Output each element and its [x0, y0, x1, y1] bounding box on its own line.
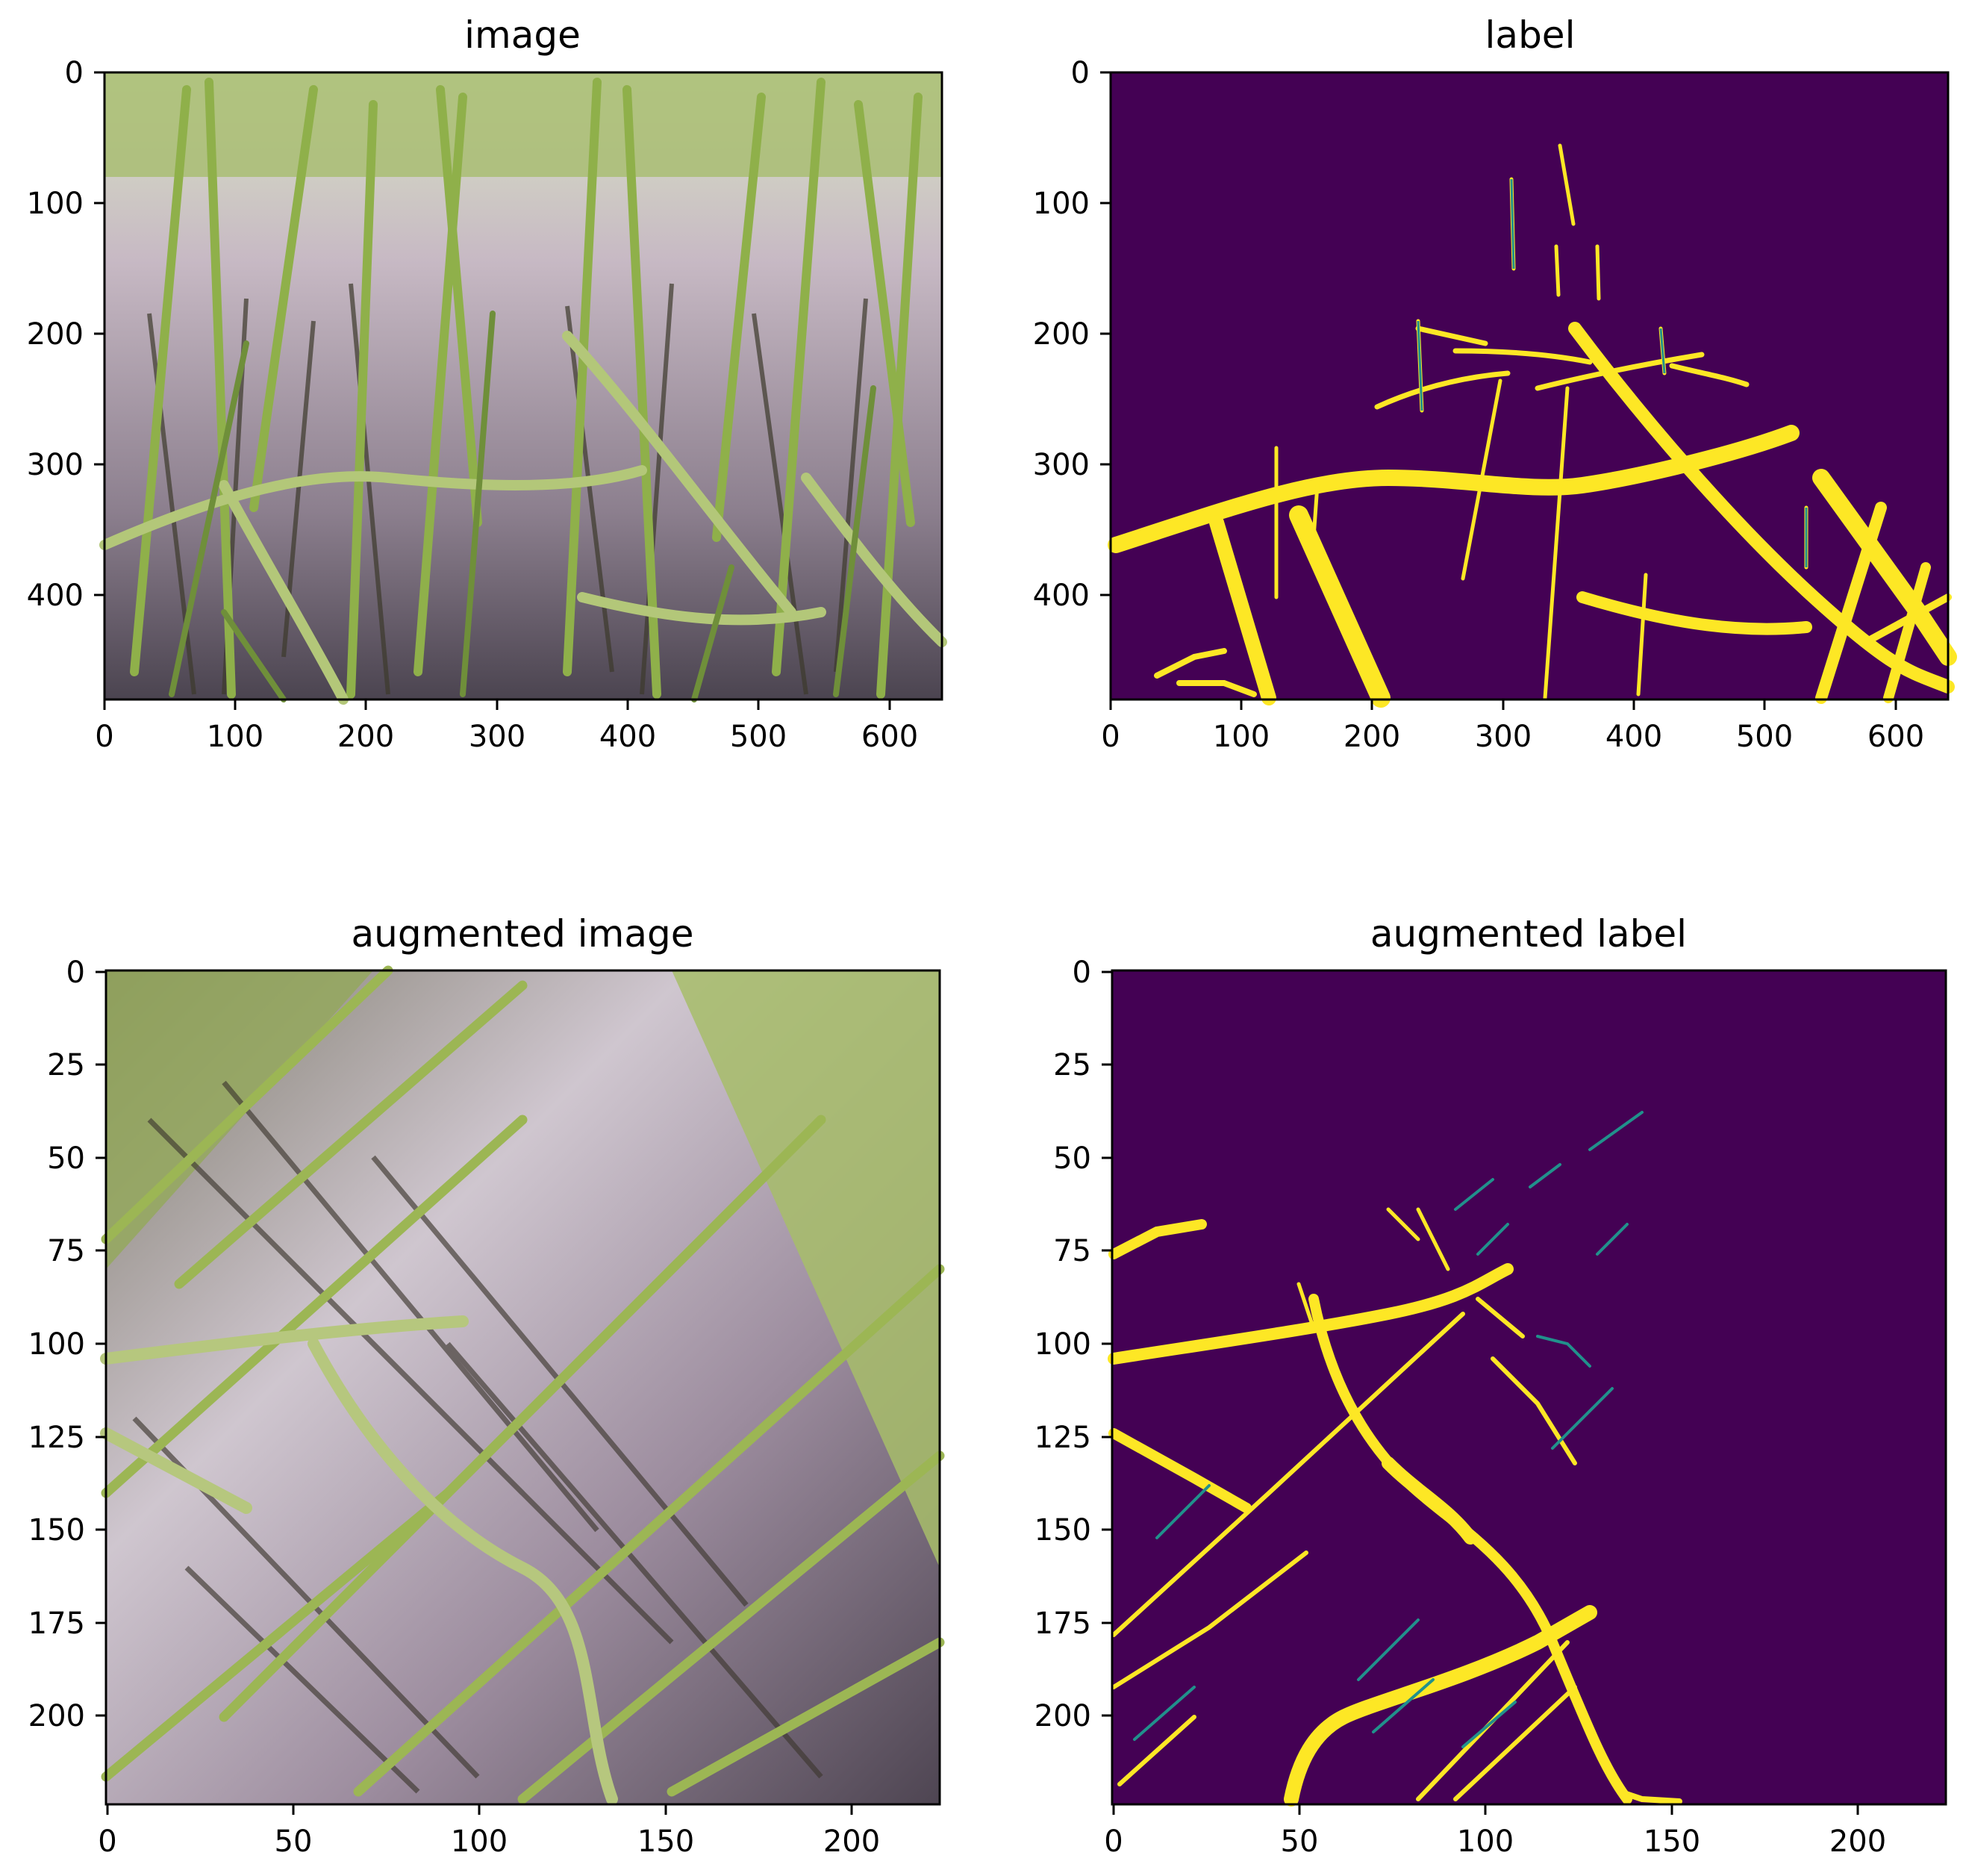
y-axis-image: 0 100 200 300 400	[27, 56, 104, 613]
x-tick-label: 400	[599, 720, 656, 754]
axes-frame-label	[1109, 71, 1950, 701]
y-tick-label: 25	[1053, 1048, 1091, 1082]
x-tick-label: 100	[1457, 1824, 1514, 1859]
x-axis-image: 0 100 200 300 400 500 600	[95, 699, 918, 754]
x-axis-augmented-image: 0 50 100 150 200	[98, 1804, 880, 1859]
panel-title-label: label	[1485, 13, 1576, 57]
x-tick-label: 150	[637, 1824, 694, 1859]
x-tick-label: 200	[823, 1824, 880, 1859]
x-tick-label: 150	[1644, 1824, 1700, 1859]
y-tick-label: 50	[47, 1141, 85, 1176]
y-tick-label: 0	[66, 956, 85, 990]
x-tick-label: 500	[730, 720, 787, 754]
y-tick-label: 75	[47, 1234, 85, 1268]
y-tick-label: 150	[1034, 1513, 1091, 1548]
photo-augmented-image	[100, 965, 945, 1805]
axes-frame-augmented-label	[1111, 969, 1947, 1806]
x-tick-label: 50	[1281, 1824, 1319, 1859]
y-axis-label: 0 100 200 300 400	[1033, 56, 1111, 613]
y-tick-label: 200	[27, 317, 84, 352]
x-tick-label: 50	[275, 1824, 313, 1859]
y-tick-label: 25	[47, 1048, 85, 1082]
y-axis-augmented-image: 0 25 50 75 100 125 150 175 200	[28, 956, 106, 1733]
y-tick-label: 100	[1033, 187, 1090, 221]
y-tick-label: 100	[1034, 1327, 1091, 1362]
x-tick-label: 300	[469, 720, 525, 754]
mask-label	[1108, 72, 1957, 708]
panel-title-augmented-label: augmented label	[1370, 912, 1687, 956]
y-tick-label: 150	[28, 1513, 85, 1548]
y-tick-label: 400	[27, 579, 84, 613]
y-axis-augmented-label: 0 25 50 75 100 125 150 175 200	[1034, 956, 1112, 1733]
x-tick-label: 200	[337, 720, 394, 754]
y-tick-label: 200	[1033, 317, 1090, 352]
photo-image	[99, 72, 947, 705]
x-tick-label: 600	[861, 720, 918, 754]
x-tick-label: 0	[1101, 720, 1120, 754]
panel-augmented-label: augmented label	[1034, 912, 1947, 1859]
y-tick-label: 0	[65, 56, 84, 90]
y-tick-label: 175	[1034, 1607, 1091, 1641]
y-tick-label: 0	[1073, 956, 1091, 990]
x-tick-label: 0	[95, 720, 113, 754]
x-tick-label: 0	[1104, 1824, 1123, 1859]
panel-label: label	[1033, 13, 1957, 754]
panel-title-augmented-image: augmented image	[352, 912, 694, 956]
y-tick-label: 200	[1034, 1699, 1091, 1733]
y-tick-label: 200	[28, 1699, 85, 1733]
x-tick-label: 100	[451, 1824, 508, 1859]
x-tick-label: 100	[207, 720, 263, 754]
x-tick-label: 0	[98, 1824, 116, 1859]
x-tick-label: 500	[1736, 720, 1793, 754]
axes-frame-augmented-image	[104, 969, 941, 1806]
panel-title-image: image	[464, 13, 581, 57]
y-tick-label: 100	[27, 187, 84, 221]
y-tick-label: 100	[28, 1327, 85, 1362]
y-tick-label: 300	[1033, 448, 1090, 482]
axes-frame-image	[103, 71, 943, 701]
x-axis-label: 0 100 200 300 400 500 600	[1101, 699, 1924, 754]
x-axis-augmented-label: 0 50 100 150 200	[1104, 1804, 1886, 1859]
x-tick-label: 100	[1213, 720, 1270, 754]
y-tick-label: 125	[1034, 1421, 1091, 1455]
x-tick-label: 400	[1605, 720, 1662, 754]
x-tick-label: 300	[1475, 720, 1532, 754]
x-tick-label: 200	[1343, 720, 1400, 754]
x-tick-label: 200	[1829, 1824, 1886, 1859]
y-tick-label: 50	[1053, 1141, 1091, 1176]
x-tick-label: 600	[1867, 720, 1924, 754]
y-tick-label: 0	[1071, 56, 1090, 90]
mask-augmented-label	[1108, 970, 1946, 1807]
panel-augmented-image: augmented image	[28, 912, 945, 1859]
y-tick-label: 125	[28, 1421, 85, 1455]
y-tick-label: 175	[28, 1607, 85, 1641]
y-tick-label: 75	[1053, 1234, 1091, 1268]
panel-image: image	[27, 13, 947, 754]
y-tick-label: 400	[1033, 579, 1090, 613]
y-tick-label: 300	[27, 448, 84, 482]
